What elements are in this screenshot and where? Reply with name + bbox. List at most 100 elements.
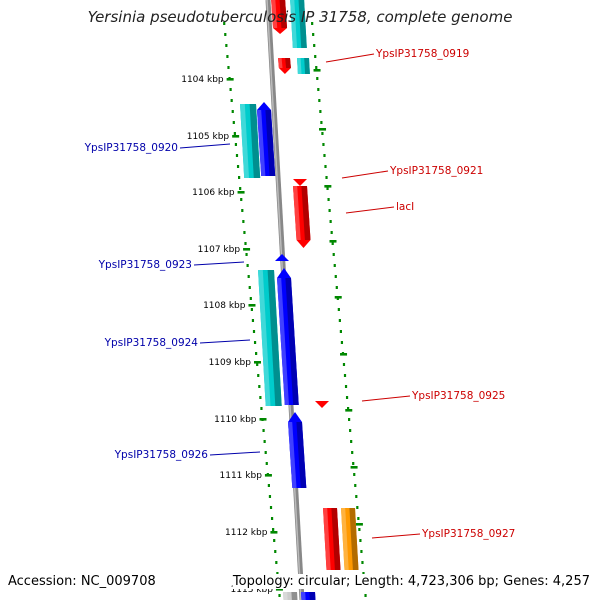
tick-dot: [256, 363, 259, 366]
tick-dot: [335, 286, 338, 289]
tick-dot: [315, 66, 318, 69]
tick-dot: [311, 22, 314, 25]
tick-dot: [339, 330, 342, 333]
gene-label-right: YpsIP31758_0919: [375, 48, 469, 60]
gene-0918-top-light: [271, 0, 278, 28]
right-major-tick: [355, 523, 363, 526]
gene-0919-light: [278, 58, 283, 68]
tick-dot: [229, 88, 232, 91]
tick-dot: [348, 418, 351, 421]
kbp-major-tick: [264, 474, 272, 477]
right-major-tick: [329, 240, 337, 243]
tick-dot: [267, 484, 270, 487]
tick-dot: [247, 275, 250, 278]
tick-dot: [259, 396, 262, 399]
gene-label-leader: [209, 451, 261, 456]
gene-0921: [293, 179, 307, 186]
kbp-tick-label: 1109 kbp: [209, 358, 252, 368]
gene-label-leader: [371, 533, 421, 539]
tick-dot: [334, 275, 337, 278]
tick-dot: [345, 396, 349, 399]
right-major-tick: [324, 185, 332, 188]
tick-dot: [351, 451, 354, 454]
kbp-tick-label: 1108 kbp: [203, 301, 246, 311]
tick-dot: [272, 528, 275, 531]
gene-label-leader: [361, 395, 411, 402]
tick-dot: [257, 374, 260, 377]
tick-dot: [230, 99, 233, 102]
cds-0924-shade: [267, 270, 282, 406]
tick-dot: [225, 44, 228, 47]
tick-dot: [268, 495, 272, 498]
tick-dot: [342, 363, 346, 366]
gene-0918-top-shade: [279, 0, 288, 28]
cds-0924-light: [258, 270, 271, 406]
gene-0920-shade: [265, 110, 276, 176]
tick-dot: [251, 319, 255, 322]
fragment-bottom-a-light: [283, 592, 288, 600]
tick-dot: [332, 253, 335, 256]
gene-0927-shade: [331, 508, 341, 570]
tick-dot: [343, 374, 347, 377]
tick-dot: [231, 110, 234, 113]
gene-0920-light: [257, 110, 266, 176]
cds-0919: [297, 58, 310, 74]
kbp-major-tick: [243, 248, 251, 251]
tick-dot: [323, 154, 326, 157]
cds-0919-shade: [304, 58, 310, 74]
tick-dot: [354, 484, 357, 487]
fragment-bottom-b-shade: [309, 592, 316, 600]
gene-0920: [257, 102, 276, 176]
tick-dot: [362, 572, 365, 575]
tick-dot: [274, 550, 277, 553]
tick-dot: [263, 440, 266, 443]
gene-label-right: YpsIP31758_0921: [389, 165, 483, 177]
tick-dot: [328, 209, 331, 212]
tick-dot: [235, 154, 239, 157]
gene-lacI: [293, 186, 311, 248]
tick-dot: [331, 242, 334, 245]
tick-dot: [317, 88, 320, 91]
right-major-tick: [345, 409, 353, 412]
right-major-tick: [319, 128, 327, 131]
accession-label: Accession: NC_009708: [8, 574, 156, 589]
tick-dot: [330, 231, 333, 234]
gene-label-leader: [193, 261, 245, 266]
kbp-tick-label: 1112 kbp: [225, 528, 268, 538]
tick-dot: [357, 517, 360, 520]
map-title: Yersinia pseudotuberculosis IP 31758, co…: [87, 8, 513, 26]
tick-dot: [333, 264, 336, 267]
gene-0919-shade: [285, 58, 291, 68]
tick-dot: [338, 319, 341, 322]
tick-dot: [239, 187, 242, 190]
tick-dot: [226, 55, 229, 58]
tick-dot: [238, 176, 241, 179]
kbp-major-tick: [232, 135, 240, 138]
tick-dot: [313, 44, 316, 47]
tick-dot: [320, 121, 323, 124]
tick-dot: [344, 385, 348, 388]
tick-dot: [246, 264, 249, 267]
rna-0927: [341, 508, 359, 570]
right-major-tick: [340, 353, 348, 356]
gene-0919: [278, 58, 291, 74]
tick-dot: [364, 594, 367, 597]
tick-dot: [349, 429, 352, 432]
tick-dot: [242, 220, 245, 223]
tick-dot: [360, 550, 363, 553]
tick-dot: [316, 77, 319, 80]
kbp-major-tick: [237, 191, 245, 194]
tick-dot: [227, 66, 230, 69]
tick-dot: [340, 341, 344, 344]
cds-0918-top-light: [290, 0, 298, 48]
tick-dot: [245, 253, 248, 256]
tick-dot: [236, 165, 240, 168]
tick-dot: [355, 495, 358, 498]
tick-dot: [325, 176, 328, 179]
gene-0927-light: [323, 508, 331, 570]
fragment-bottom-a-shade: [291, 592, 298, 600]
tick-dot: [248, 286, 251, 289]
tick-dot: [361, 561, 364, 564]
gene-label-leader: [199, 339, 251, 344]
tick-dot: [350, 440, 353, 443]
